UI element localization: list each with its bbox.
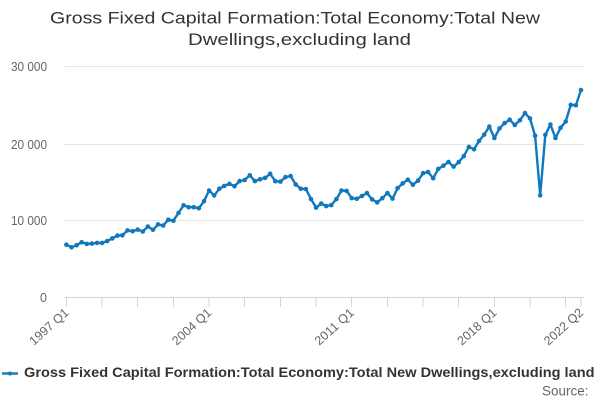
svg-text:2004 Q1: 2004 Q1 [169,306,214,349]
svg-text:1997 Q1: 1997 Q1 [27,306,72,349]
svg-text:Dwellings,excluding land: Dwellings,excluding land [188,30,411,49]
svg-text:10 000: 10 000 [11,214,47,228]
svg-text:Source:: Source: [542,384,589,399]
svg-text:2022 Q2: 2022 Q2 [541,306,586,349]
svg-text:20 000: 20 000 [11,138,47,152]
svg-text:2011 Q1: 2011 Q1 [312,305,357,348]
svg-text:30 000: 30 000 [11,60,47,74]
svg-text:2018 Q1: 2018 Q1 [455,306,500,349]
svg-text:0: 0 [40,291,47,305]
svg-text:Gross Fixed Capital Formation:: Gross Fixed Capital Formation:Total Econ… [50,9,541,28]
svg-text:Gross Fixed Capital Formation:: Gross Fixed Capital Formation:Total Econ… [24,365,595,380]
